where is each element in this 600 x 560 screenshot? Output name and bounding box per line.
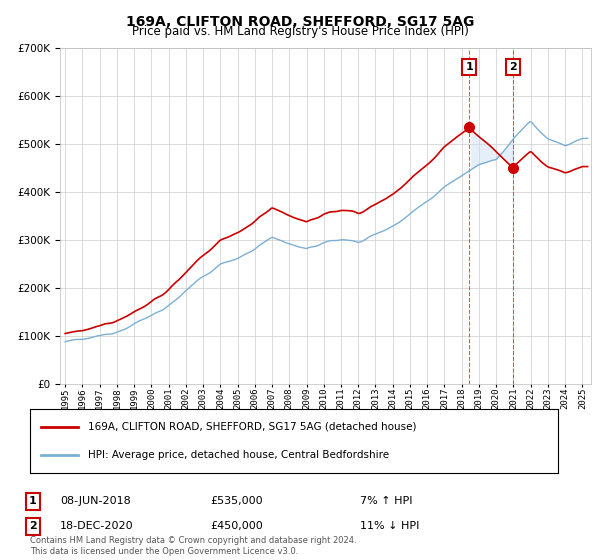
Text: HPI: Average price, detached house, Central Bedfordshire: HPI: Average price, detached house, Cent… [88,450,389,460]
Text: 7% ↑ HPI: 7% ↑ HPI [360,496,413,506]
Text: 18-DEC-2020: 18-DEC-2020 [60,521,134,531]
Text: 2: 2 [509,62,517,72]
Text: 1: 1 [29,496,37,506]
Text: 08-JUN-2018: 08-JUN-2018 [60,496,131,506]
Text: £535,000: £535,000 [210,496,263,506]
Text: 11% ↓ HPI: 11% ↓ HPI [360,521,419,531]
Text: Contains HM Land Registry data © Crown copyright and database right 2024.
This d: Contains HM Land Registry data © Crown c… [30,536,356,556]
Text: 1: 1 [466,62,473,72]
Text: 2: 2 [29,521,37,531]
Text: £450,000: £450,000 [210,521,263,531]
Text: 169A, CLIFTON ROAD, SHEFFORD, SG17 5AG (detached house): 169A, CLIFTON ROAD, SHEFFORD, SG17 5AG (… [88,422,416,432]
Text: Price paid vs. HM Land Registry's House Price Index (HPI): Price paid vs. HM Land Registry's House … [131,25,469,38]
Text: 169A, CLIFTON ROAD, SHEFFORD, SG17 5AG: 169A, CLIFTON ROAD, SHEFFORD, SG17 5AG [126,15,474,29]
